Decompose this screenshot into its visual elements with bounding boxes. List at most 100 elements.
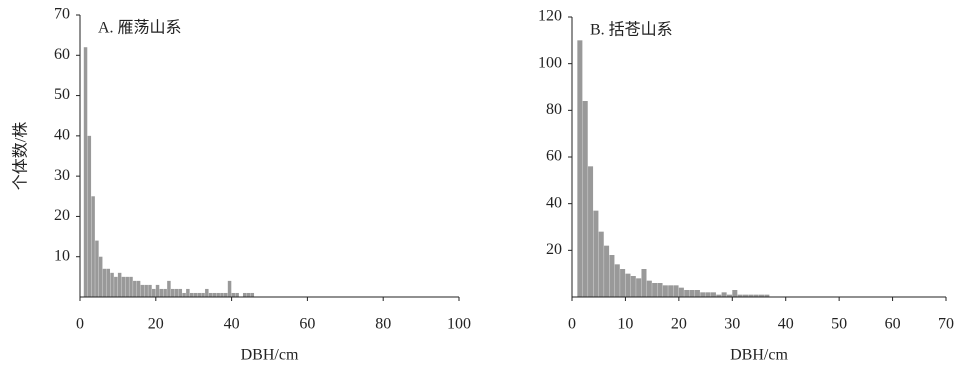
bar [114,276,118,297]
bar [140,284,145,297]
bar [148,284,152,297]
bar [689,290,695,297]
bar [641,269,647,297]
bar [201,292,205,297]
x-tick-label: 0 [76,316,84,333]
bar [197,292,201,297]
y-tick-label: 40 [546,194,562,211]
y-tick-label: 20 [54,207,70,224]
y-tick-label: 50 [54,86,70,103]
panel-title: A. 雁荡山系 [98,19,182,37]
bar [753,294,759,297]
bar [673,285,679,297]
bar [710,292,716,297]
bar [224,292,228,297]
y-axis-label: 个体数/株 [12,122,30,190]
bar [170,288,175,297]
x-tick-label: 100 [447,316,471,333]
y-tick-label: 70 [54,6,70,23]
x-tick-label: 80 [375,316,391,333]
bar [83,47,88,297]
y-tick-label: 40 [54,127,70,144]
bar [163,288,167,297]
bar [174,288,179,297]
x-tick-label: 60 [885,316,901,333]
bar [117,272,122,297]
bar [748,294,754,297]
bar [657,283,663,297]
y-tick-label: 30 [54,167,70,184]
panel-title: B. 括苍山系 [590,21,673,39]
bar [91,196,95,297]
bar [759,294,765,297]
bar [231,292,236,297]
bar [95,240,99,297]
bar [205,288,209,297]
x-tick-label: 60 [299,316,315,333]
bar [212,292,217,297]
bar [178,288,183,297]
bar [620,269,626,297]
bar [609,255,615,297]
bar [193,292,198,297]
x-tick-label: 20 [671,316,687,333]
bar [182,292,186,297]
bar [155,284,160,297]
bar [152,288,156,297]
bar [186,288,190,297]
bar [167,280,171,297]
bar [684,290,690,297]
bar [742,294,749,297]
bar [250,292,255,297]
x-axis-label: DBH/cm [241,347,299,364]
bar [604,245,610,297]
bar [625,273,631,297]
bar [220,292,224,297]
y-tick-label: 80 [546,101,562,118]
bar [577,40,583,297]
bar [216,292,220,297]
bar [646,280,652,297]
bar [598,231,604,297]
bar [235,292,239,297]
bar [129,276,133,297]
bar [694,290,700,297]
bar [246,292,251,297]
bar [125,276,129,297]
x-tick-label: 50 [831,316,847,333]
bar [593,210,599,297]
bar [582,101,588,297]
bar [227,280,232,297]
bar [102,268,107,297]
bar [208,292,213,297]
bar [721,292,727,297]
x-axis-label: DBH/cm [730,347,788,364]
bar [764,294,770,297]
bar [716,294,722,297]
bar [726,294,732,297]
bar [614,264,620,297]
x-tick-label: 40 [778,316,794,333]
x-tick-label: 40 [224,316,240,333]
x-tick-label: 70 [938,316,954,333]
bar [189,292,194,297]
bar [144,284,148,297]
bar [630,276,636,297]
bar [668,285,674,297]
y-tick-label: 20 [546,241,562,258]
bar [652,283,658,297]
bar [705,292,711,297]
y-tick-label: 10 [54,247,70,264]
bar [87,135,92,297]
bar [636,278,642,297]
bar [121,276,126,297]
bar [737,294,743,297]
y-tick-label: 120 [538,8,562,25]
bar [98,256,103,297]
bar [732,290,738,297]
bar [110,272,114,297]
x-tick-label: 20 [148,316,164,333]
bar [159,288,164,297]
y-tick-label: 100 [538,54,562,71]
